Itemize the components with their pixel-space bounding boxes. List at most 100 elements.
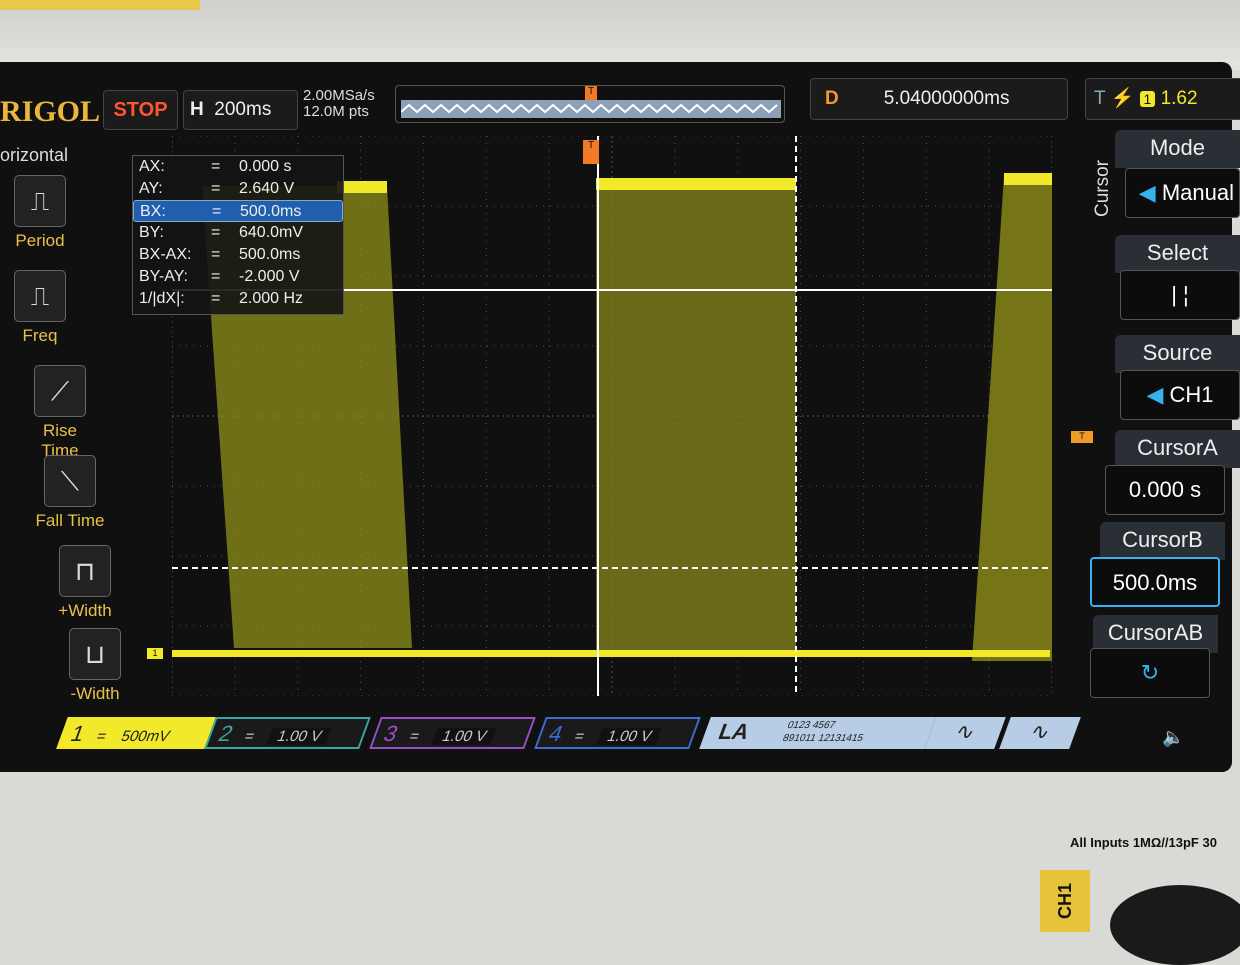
select-button[interactable]: | ¦ [1120, 270, 1240, 320]
delay-value: 5.04000000ms [883, 88, 1010, 109]
waveform-plot [172, 136, 1052, 696]
sine-icon: ∿ [1026, 719, 1055, 744]
equals: = [211, 158, 221, 175]
trigger-edge-icon: ⚡ [1110, 88, 1135, 109]
measure-rise-time[interactable]: ⟋ Rise Time [25, 365, 95, 461]
timebase: 200ms [214, 99, 272, 120]
readout-row: BY-AY: = -2.000 V [133, 266, 343, 288]
channel-1-box[interactable]: 1 = 500mV [56, 717, 223, 749]
trigger-box[interactable]: T ⚡ 1 1.62 [1085, 78, 1240, 120]
math-2-box[interactable]: ∿ [999, 717, 1081, 749]
measure-label: Freq [22, 326, 58, 345]
la-row-1: 0123 4567 [785, 720, 838, 731]
period-icon: ⎍ [14, 175, 66, 227]
equals: = [212, 203, 222, 220]
ch1-offset-marker[interactable]: 1 [147, 648, 163, 659]
mute-icon[interactable]: 🔈 [1162, 727, 1185, 747]
readout-row: AY: = 2.640 V [133, 178, 343, 200]
readout-key: BY: [139, 224, 164, 241]
trigger-level-marker[interactable]: T [1071, 431, 1093, 443]
ch1-pulse-top [596, 178, 796, 190]
readout-value: 2.000 Hz [239, 290, 304, 307]
cursor-ab-label: CursorAB [1093, 615, 1218, 653]
math-1-box[interactable]: ∿ [924, 717, 1006, 749]
run-stop-status[interactable]: STOP [103, 90, 178, 130]
mode-select[interactable]: ◀ Manual [1125, 168, 1240, 218]
measure-label: Fall Time [35, 511, 105, 530]
ch1-bnc-connector[interactable] [1110, 885, 1240, 965]
overview-strip [400, 100, 781, 118]
source-label: Source [1115, 335, 1240, 373]
ch1-pulse [596, 181, 796, 651]
left-arrow-icon: ◀ [1138, 180, 1156, 205]
measure-label: -Width [70, 684, 120, 703]
sample-rate: 2.00MSa/s [303, 87, 375, 104]
positive-width-icon: ⊓ [59, 545, 111, 597]
cursor-b-input[interactable]: 500.0ms [1090, 557, 1220, 607]
trigger-level: 1.62 [1160, 88, 1198, 109]
readout-key: BX-AX: [139, 246, 192, 263]
equals: = [211, 224, 221, 241]
delay-box[interactable]: D 5.04000000ms [810, 78, 1068, 120]
bezel [0, 0, 1240, 70]
readout-value: 0.000 s [239, 158, 292, 175]
readout-key: BX: [140, 203, 166, 220]
readout-key: AX: [139, 158, 165, 175]
cursor-readout: AX: = 0.000 s AY: = 2.640 V BX: = 500.0ms BY: = 640… [132, 155, 344, 315]
equals: = [211, 246, 221, 263]
la-box[interactable]: LA 0123 4567 891011 12131415 [699, 717, 936, 749]
select-label: Select [1115, 235, 1240, 273]
ch1-baseline [172, 650, 1050, 657]
trigger-time-marker[interactable]: T [583, 140, 599, 164]
input-rating-text: All Inputs 1MΩ//13pF 30 [1070, 835, 1217, 850]
measure--width[interactable]: ⊓ +Width [50, 545, 120, 621]
measure--width[interactable]: ⊔ -Width [60, 628, 130, 704]
memory-depth: 12.0M pts [303, 103, 369, 120]
menu-title: orizontal [0, 145, 69, 165]
source-value: CH1 [1169, 382, 1214, 407]
ch1-input-label: CH1 [1040, 870, 1090, 932]
readout-key: BY-AY: [139, 268, 188, 285]
cursor-a-input[interactable]: 0.000 s [1105, 465, 1225, 515]
channel-number: 3 [380, 721, 402, 746]
memory-overview: T [395, 85, 785, 123]
measure-period[interactable]: ⎍ Period [5, 175, 75, 251]
channel-scale: 500mV [118, 728, 173, 745]
readout-row: BX: = 500.0ms [133, 200, 343, 222]
horizontal-timebase[interactable]: H 200ms [183, 90, 298, 130]
readout-value: -2.000 V [239, 268, 300, 285]
channel-2-box[interactable]: 2 = 1.00 V [204, 717, 371, 749]
frequency-icon: ⎍ [14, 270, 66, 322]
channel-3-box[interactable]: 3 = 1.00 V [369, 717, 536, 749]
trigger-source-icon: 1 [1139, 91, 1156, 107]
readout-value: 2.640 V [239, 180, 295, 197]
equals: = [211, 180, 221, 197]
channel-scale: 1.00 V [431, 728, 498, 745]
readout-row: 1/|dX|: = 2.000 Hz [133, 288, 343, 310]
ch1-pulse-top [337, 181, 387, 193]
channel-4-box[interactable]: 4 = 1.00 V [534, 717, 701, 749]
measure-label: Period [15, 231, 65, 250]
source-select[interactable]: ◀ CH1 [1120, 370, 1240, 420]
mode-label: Mode [1115, 130, 1240, 168]
la-row-2: 891011 12131415 [780, 733, 865, 744]
la-channels: 0123 4567 891011 12131415 [781, 719, 870, 745]
readout-value: 640.0mV [239, 224, 304, 241]
coupling-icon: = [571, 728, 587, 745]
measure-freq[interactable]: ⎍ Freq [5, 270, 75, 346]
rise-time-icon: ⟋ [34, 365, 86, 417]
cursor-a-label: CursorA [1115, 430, 1240, 468]
sample-info: 2.00MSa/s 12.0M pts [303, 88, 375, 120]
channel-number: 1 [67, 721, 89, 746]
brand-logo: RIGOL [0, 95, 101, 128]
equals: = [211, 268, 221, 285]
ch1-pulse-top [1004, 173, 1052, 185]
measure-fall-time[interactable]: ⟍ Fall Time [35, 455, 105, 531]
mode-value: Manual [1161, 180, 1234, 205]
cursor-b-label: CursorB [1100, 522, 1225, 560]
coupling-icon: = [241, 728, 257, 745]
readout-row: BY: = 640.0mV [133, 222, 343, 244]
cursor-ab-knob-icon[interactable]: ↻ [1090, 648, 1210, 698]
channel-number: 2 [215, 721, 237, 746]
readout-key: 1/|dX|: [139, 290, 185, 307]
